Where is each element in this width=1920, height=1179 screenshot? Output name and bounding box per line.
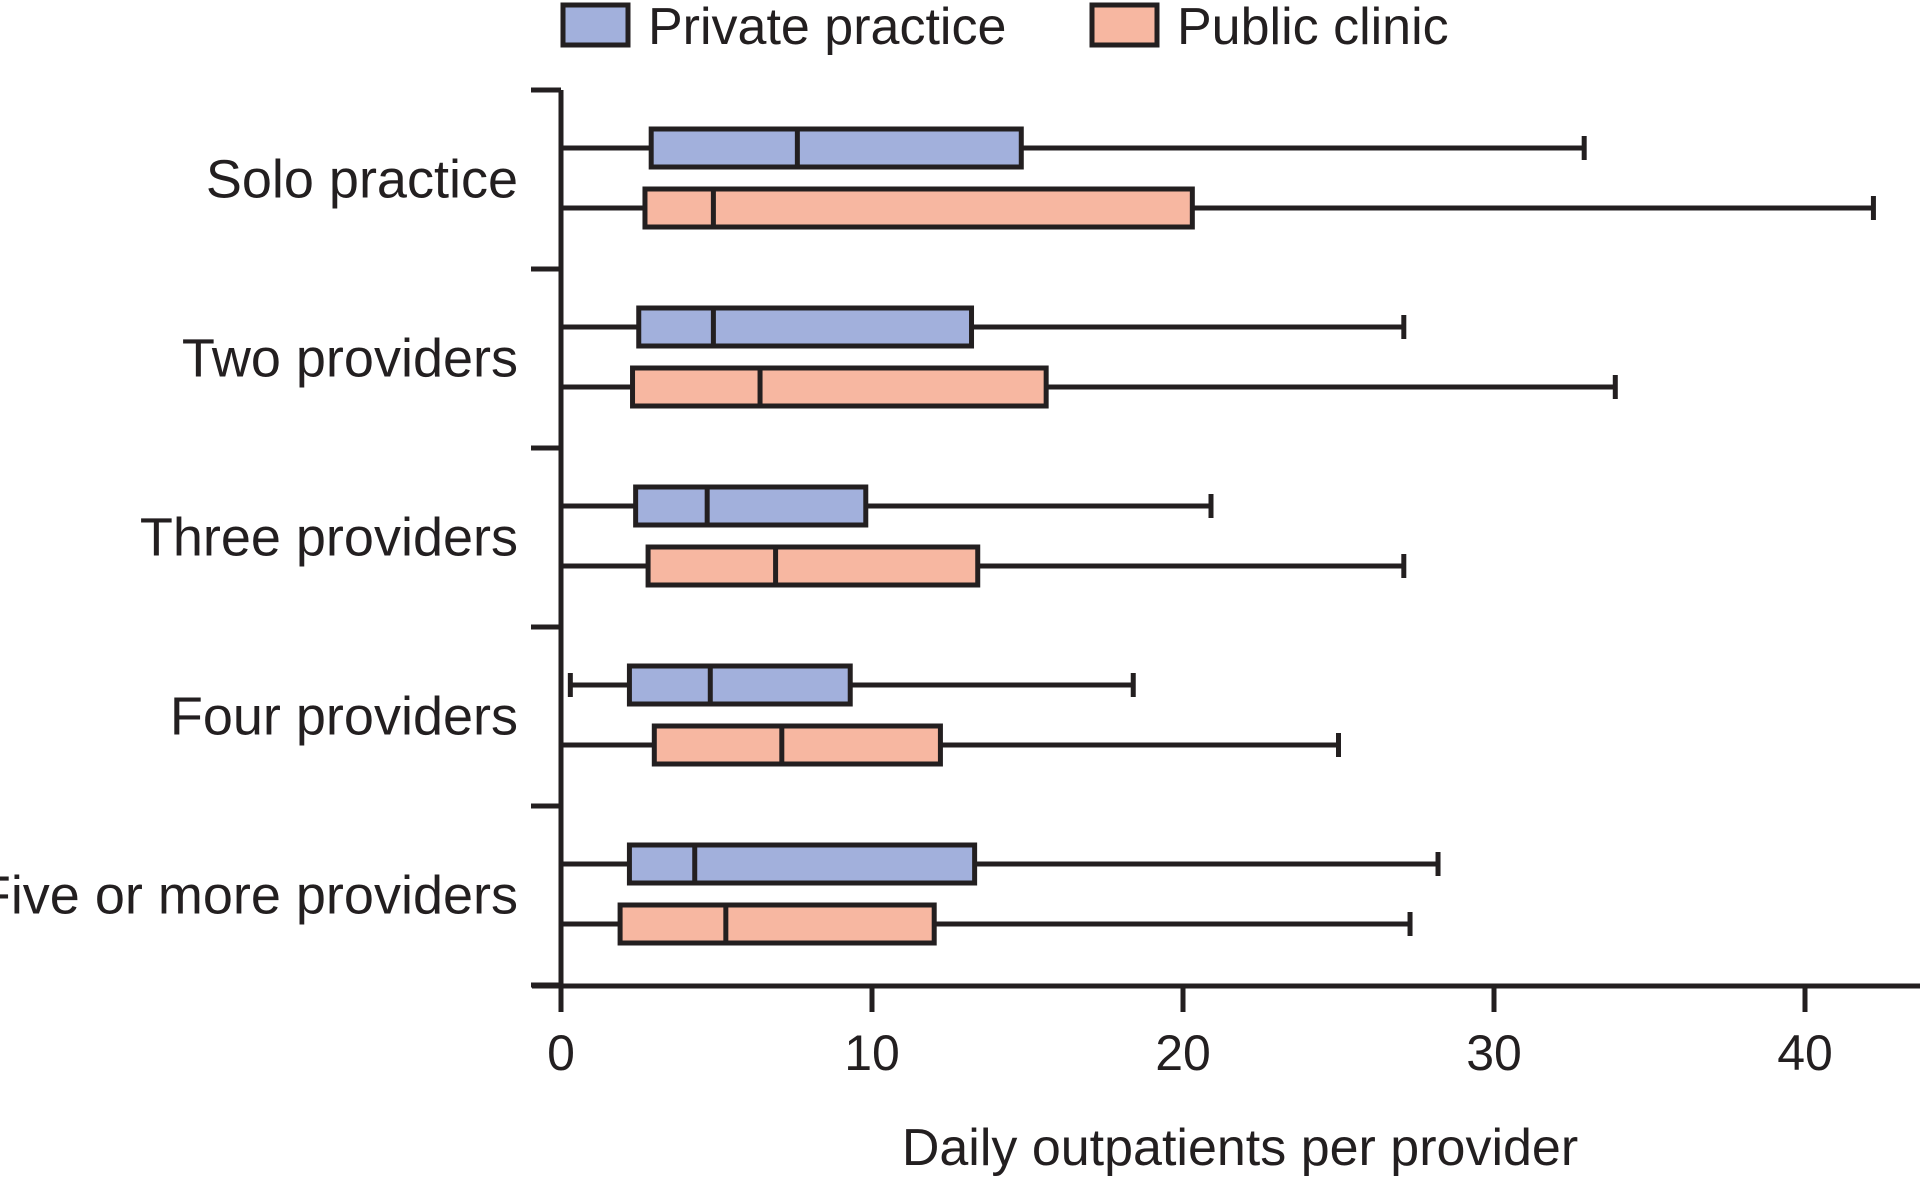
box-public-clinic-two-providers [561,365,1618,409]
legend-label-private-practice: Private practice [648,0,1006,56]
legend-label-public-clinic: Public clinic [1177,0,1449,56]
category-label-five-or-more-providers: Five or more providers [0,866,518,926]
axes [532,90,1920,989]
category-label-three-providers: Three providers [140,508,518,568]
box-private-practice-four-providers [567,663,1136,707]
box-private-practice-two-providers [561,305,1407,349]
box-private-practice-five-or-more-providers [561,842,1441,886]
iqr-box [651,723,943,767]
x-axis-ticks: 0 10 20 30 40 [547,986,1833,1081]
x-axis-title: Daily outpatients per provider [902,1119,1578,1177]
legend: Private practice Public clinic [560,0,1449,56]
category-label-two-providers: Two providers [182,329,518,389]
iqr-box [626,663,853,707]
category-label-four-providers: Four providers [170,687,518,747]
y-axis-ticks [531,87,561,988]
iqr-box [636,305,975,349]
box-private-practice-three-providers [561,484,1214,528]
x-tick-label: 30 [1466,1025,1522,1081]
x-tick-label: 0 [547,1025,575,1081]
iqr-box [642,186,1195,230]
box-public-clinic-three-providers [561,544,1407,588]
box-marks [561,126,1876,946]
box-private-practice-solo-practice [561,126,1587,170]
legend-swatch-private-practice [560,2,631,48]
category-label-solo-practice: Solo practice [206,150,518,210]
legend-swatch-public-clinic [1089,2,1160,48]
iqr-box [617,902,937,946]
box-public-clinic-solo-practice [561,186,1876,230]
category-labels: Solo practice Two providers Three provider… [0,150,518,926]
x-tick-label: 40 [1777,1025,1833,1081]
x-tick-label: 20 [1155,1025,1211,1081]
x-tick-label: 10 [844,1025,900,1081]
iqr-box [648,126,1024,170]
iqr-box [626,842,978,886]
iqr-box [633,484,869,528]
box-public-clinic-five-or-more-providers [561,902,1413,946]
iqr-box [630,365,1049,409]
box-public-clinic-four-providers [561,723,1341,767]
iqr-box [645,544,981,588]
